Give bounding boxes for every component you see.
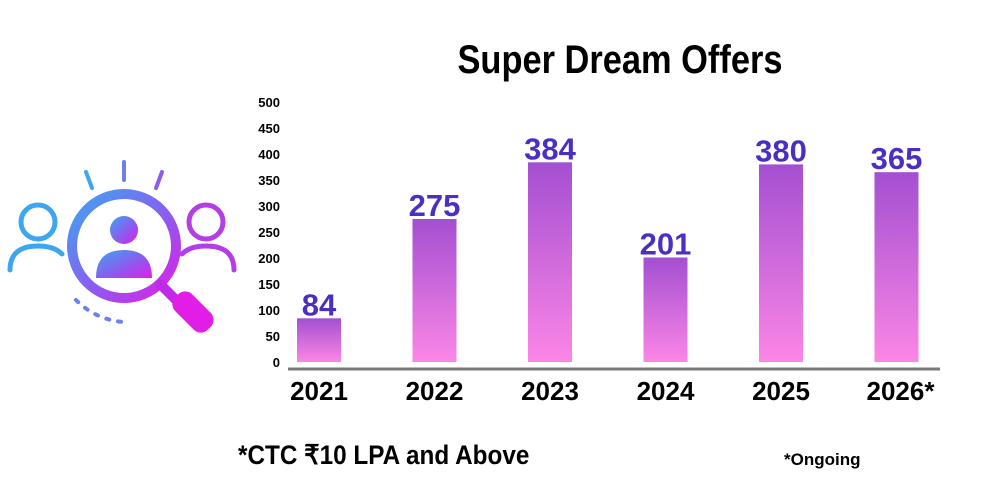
bar (412, 219, 457, 362)
bar (643, 257, 688, 362)
y-tick-label: 0 (273, 355, 280, 370)
x-tick-label: 2021 (290, 376, 348, 406)
bar (528, 162, 572, 362)
y-tick-label: 250 (258, 225, 280, 240)
chart-title: Super Dream Offers (457, 38, 783, 82)
bar (297, 318, 341, 362)
people-search-icon (7, 160, 237, 333)
x-tick-label: 2024 (637, 376, 695, 406)
bar-value-label: 201 (640, 226, 692, 261)
bar-value-label: 84 (302, 287, 337, 322)
y-tick-label: 150 (258, 277, 280, 292)
x-tick-label: 2022 (406, 376, 464, 406)
bar-value-label: 365 (871, 141, 923, 176)
bar-value-label: 384 (524, 131, 576, 166)
bar (759, 164, 803, 362)
y-tick-label: 300 (258, 199, 280, 214)
y-tick-label: 200 (258, 251, 280, 266)
ongoing-note: *Ongoing (784, 450, 861, 469)
x-tick-label: 2026* (867, 376, 936, 406)
y-tick-label: 500 (258, 95, 280, 110)
bar (874, 172, 919, 362)
x-tick-label: 2025 (752, 376, 810, 406)
y-tick-label: 400 (258, 147, 280, 162)
x-tick-label: 2023 (521, 376, 579, 406)
bar-value-label: 275 (409, 188, 461, 223)
y-tick-label: 50 (266, 329, 280, 344)
y-tick-label: 350 (258, 173, 280, 188)
bar-value-label: 380 (755, 133, 807, 168)
y-tick-label: 450 (258, 121, 280, 136)
y-tick-label: 100 (258, 303, 280, 318)
ctc-footnote: *CTC ₹10 LPA and Above (238, 440, 530, 470)
